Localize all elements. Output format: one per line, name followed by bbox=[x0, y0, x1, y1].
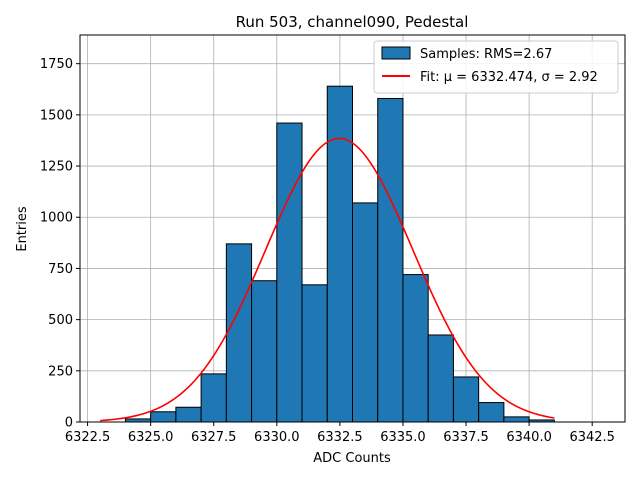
chart-title: Run 503, channel090, Pedestal bbox=[236, 13, 469, 31]
x-tick-label: 6337.5 bbox=[443, 430, 489, 445]
fit-curve-layer bbox=[100, 137, 555, 422]
x-tick-label: 6322.5 bbox=[65, 430, 111, 445]
y-tick-label: 750 bbox=[48, 262, 73, 277]
legend-histogram-label: Samples: RMS=2.67 bbox=[420, 47, 552, 62]
histogram-bar bbox=[427, 334, 454, 423]
y-axis-ticks: 0 250 500 750 1000 1250 1500 1750 bbox=[40, 57, 80, 431]
plot-frame bbox=[79, 34, 626, 423]
histogram-bar bbox=[377, 97, 404, 423]
histogram-bar bbox=[352, 202, 379, 423]
histogram-bars bbox=[124, 85, 555, 423]
x-tick-label: 6335.0 bbox=[380, 430, 426, 445]
x-tick-label: 6332.5 bbox=[317, 430, 363, 445]
y-tick-label: 0 bbox=[65, 416, 73, 431]
x-tick-label: 6330.0 bbox=[254, 430, 300, 445]
x-tick-label: 6342.5 bbox=[569, 430, 615, 445]
histogram-bar bbox=[150, 411, 177, 423]
y-axis-label: Entries bbox=[15, 206, 30, 252]
x-tick-label: 6327.5 bbox=[191, 430, 237, 445]
histogram-bar bbox=[452, 376, 480, 423]
y-tick-label: 1750 bbox=[40, 57, 73, 72]
histogram-bar bbox=[301, 284, 328, 423]
y-tick-label: 1000 bbox=[40, 211, 73, 226]
x-tick-label: 6325.0 bbox=[128, 430, 174, 445]
histogram-bar bbox=[478, 402, 505, 423]
y-tick-label: 1250 bbox=[40, 160, 73, 175]
histogram-bar bbox=[175, 406, 202, 423]
legend-histogram-swatch bbox=[381, 46, 411, 60]
x-tick-label: 6340.0 bbox=[506, 430, 552, 445]
y-tick-label: 500 bbox=[48, 313, 73, 328]
histogram-bar bbox=[276, 122, 303, 423]
x-axis-label: ADC Counts bbox=[313, 451, 391, 466]
legend-box bbox=[373, 40, 619, 94]
histogram-bar bbox=[402, 274, 429, 423]
histogram-bar bbox=[200, 373, 227, 423]
legend: Samples: RMS=2.67 Fit: μ = 6332.474, σ =… bbox=[373, 40, 619, 94]
legend-fit-label: Fit: μ = 6332.474, σ = 2.92 bbox=[420, 70, 598, 85]
histogram-bar bbox=[225, 243, 253, 423]
histogram-bar bbox=[326, 85, 354, 423]
histogram-bar bbox=[503, 416, 530, 423]
y-tick-label: 250 bbox=[48, 364, 73, 379]
histogram-bar bbox=[251, 280, 278, 423]
fit-curve bbox=[100, 137, 555, 422]
x-axis-ticks: 6322.5 6325.0 6327.5 6330.0 6332.5 6335.0 6337… bbox=[65, 422, 615, 445]
y-tick-label: 1500 bbox=[40, 108, 73, 123]
